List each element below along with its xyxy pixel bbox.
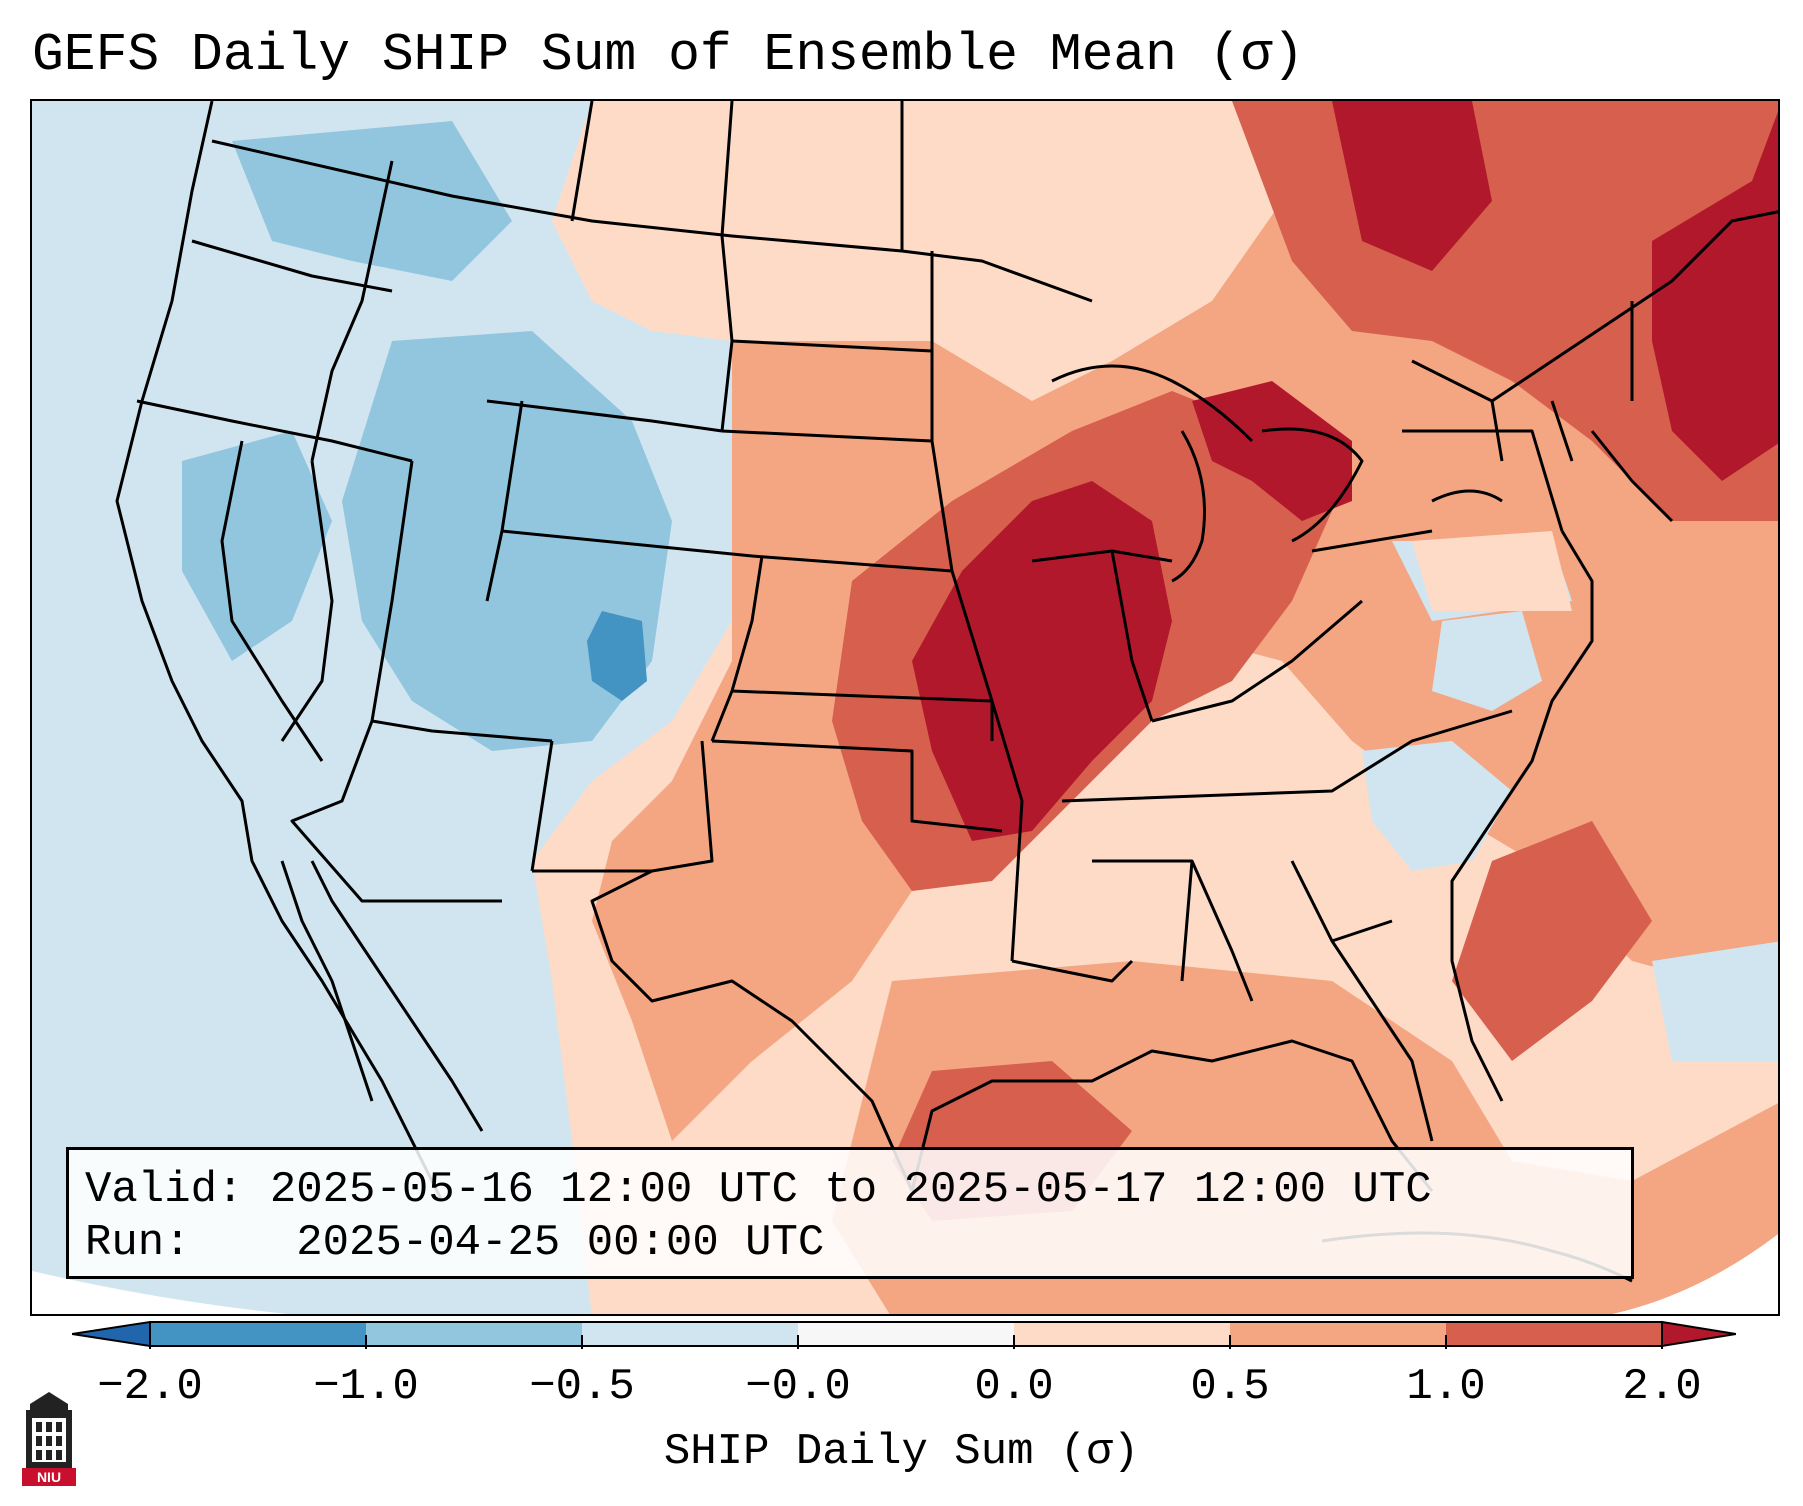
colorbar-tick-label: −1.0 bbox=[313, 1362, 419, 1412]
colorbar-bin-4 bbox=[798, 1322, 1014, 1346]
anomaly-darkred-newengland bbox=[1652, 111, 1778, 481]
colorbar-tick-label: −0.5 bbox=[529, 1362, 635, 1412]
anomaly-orange-central bbox=[592, 161, 1778, 1141]
colorbar-tick bbox=[581, 1335, 583, 1349]
colorbar-tick-label: −2.0 bbox=[97, 1362, 203, 1412]
colorbar-tick-label: 2.0 bbox=[1622, 1362, 1702, 1412]
anomaly-light-blue-midatlantic bbox=[1432, 611, 1542, 711]
colorbar-bin-2 bbox=[366, 1322, 582, 1346]
colorbar-outline bbox=[149, 1321, 1663, 1347]
anomaly-light-blue-southeast bbox=[1362, 741, 1512, 871]
anomaly-blue-colorado-core bbox=[587, 611, 647, 701]
run-time: 2025-04-25 00:00 UTC bbox=[296, 1218, 825, 1268]
anomaly-darkred-quebec bbox=[1332, 101, 1492, 271]
anomaly-light-blue-atlantic bbox=[1652, 941, 1778, 1061]
colorbar bbox=[72, 1320, 1736, 1348]
ship-field-map bbox=[32, 101, 1778, 1314]
colorbar-bin-3 bbox=[582, 1322, 798, 1346]
state-borders bbox=[115, 101, 1778, 1283]
valid-label: Valid: bbox=[85, 1165, 244, 1215]
anomaly-darkred-greatlakes bbox=[1192, 381, 1352, 521]
colorbar-tick bbox=[1445, 1335, 1447, 1349]
niu-logo-text: NIU bbox=[37, 1469, 61, 1485]
colorbar-tick-label: −0.0 bbox=[745, 1362, 851, 1412]
colorbar-tick-label: 0.5 bbox=[1190, 1362, 1270, 1412]
colorbar-tick bbox=[1229, 1335, 1231, 1349]
niu-building-icon: NIU bbox=[22, 1392, 76, 1486]
colorbar-label: SHIP Daily Sum (σ) bbox=[663, 1427, 1140, 1477]
offmap-corner-right bbox=[1611, 1234, 1778, 1314]
anomaly-red-atlantic bbox=[1452, 821, 1652, 1061]
valid-time-range: 2025-05-16 12:00 UTC to 2025-05-17 12:00… bbox=[269, 1165, 1432, 1215]
map-panel bbox=[30, 99, 1780, 1316]
colorbar-tick bbox=[149, 1335, 151, 1349]
colorbar-bin-6 bbox=[1230, 1322, 1446, 1346]
colorbar-tick bbox=[365, 1335, 367, 1349]
offmap-corner-left bbox=[32, 1271, 289, 1314]
map-title: GEFS Daily SHIP Sum of Ensemble Mean (σ) bbox=[32, 25, 1305, 85]
colorbar-bin-1 bbox=[150, 1322, 366, 1346]
colorbar-tick bbox=[1661, 1335, 1663, 1349]
colorbar-tick-label: 0.0 bbox=[974, 1362, 1054, 1412]
colorbar-tick-label: 1.0 bbox=[1406, 1362, 1486, 1412]
colorbar-bin-7 bbox=[1446, 1322, 1662, 1346]
colorbar-bin-5 bbox=[1014, 1322, 1230, 1346]
colorbar-extend-max bbox=[1661, 1320, 1736, 1348]
anomaly-darkred-core bbox=[912, 481, 1172, 841]
colorbar-tick bbox=[1013, 1335, 1015, 1349]
anomaly-blue-great-basin bbox=[182, 431, 332, 661]
colorbar-extend-min bbox=[72, 1320, 151, 1348]
run-label: Run: bbox=[85, 1218, 191, 1268]
anomaly-light-warm-pennsylvania bbox=[1412, 531, 1572, 611]
colorbar-tick bbox=[797, 1335, 799, 1349]
valid-run-info-box: Valid: 2025-05-16 12:00 UTC to 2025-05-1… bbox=[66, 1147, 1634, 1279]
